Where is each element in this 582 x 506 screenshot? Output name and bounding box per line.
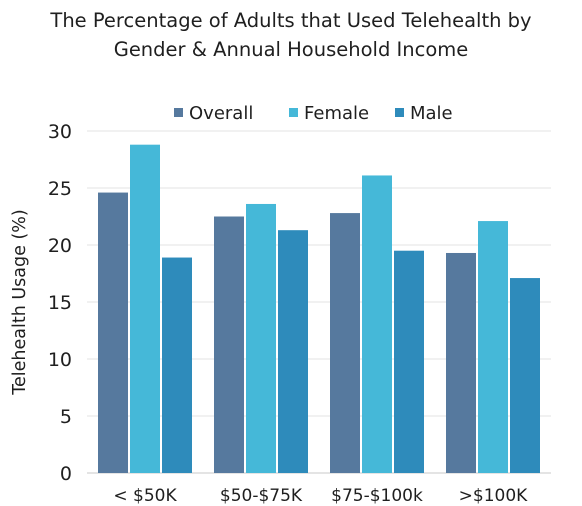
chart-title-line-2: Gender & Annual Household Income	[113, 38, 469, 61]
bar-male-4	[510, 278, 540, 473]
x-axis-categories: < $50K $50-$75K $75-$100k >$100K	[113, 486, 528, 506]
legend-swatch	[289, 108, 298, 117]
chart-title: The Percentage of Adults that Used Teleh…	[0, 6, 582, 64]
legend-item-female: Female	[289, 103, 369, 124]
y-tick-label: 15	[48, 292, 72, 314]
y-tick-label: 25	[48, 178, 72, 200]
legend-label: Female	[304, 103, 369, 124]
legend-item-male: Male	[395, 103, 453, 124]
bar-overall-1	[98, 192, 128, 473]
x-category-label: $75-$100k	[331, 486, 423, 506]
x-category-label: >$100K	[459, 486, 529, 506]
y-tick-label: 5	[60, 406, 72, 428]
legend-label: Male	[410, 103, 453, 124]
y-axis-ticks: 0 5 10 15 20 25 30	[48, 121, 72, 485]
legend-label: Overall	[189, 103, 253, 124]
y-tick-label: 10	[48, 349, 72, 371]
y-tick-label: 20	[48, 235, 72, 257]
bar-male-3	[394, 250, 424, 473]
legend-item-overall: Overall	[174, 103, 253, 124]
bar-female-3	[362, 175, 392, 473]
bar-overall-3	[330, 213, 360, 473]
bar-overall-4	[446, 252, 476, 473]
y-axis-title: Telehealth Usage (%)	[10, 209, 30, 395]
legend: Overall Female Male	[174, 103, 453, 124]
bar-female-1	[130, 144, 160, 473]
y-tick-label: 30	[48, 121, 72, 143]
bars	[98, 144, 540, 473]
chart-title-line-1: The Percentage of Adults that Used Teleh…	[50, 9, 532, 32]
legend-swatch	[395, 108, 404, 117]
x-category-label: $50-$75K	[220, 486, 303, 506]
bar-female-4	[478, 221, 508, 473]
x-category-label: < $50K	[113, 486, 177, 506]
legend-swatch	[174, 108, 183, 117]
y-tick-label: 0	[60, 463, 72, 485]
bar-male-1	[162, 257, 192, 473]
bar-overall-2	[214, 216, 244, 473]
bar-male-2	[278, 230, 308, 473]
bar-female-2	[246, 203, 276, 473]
